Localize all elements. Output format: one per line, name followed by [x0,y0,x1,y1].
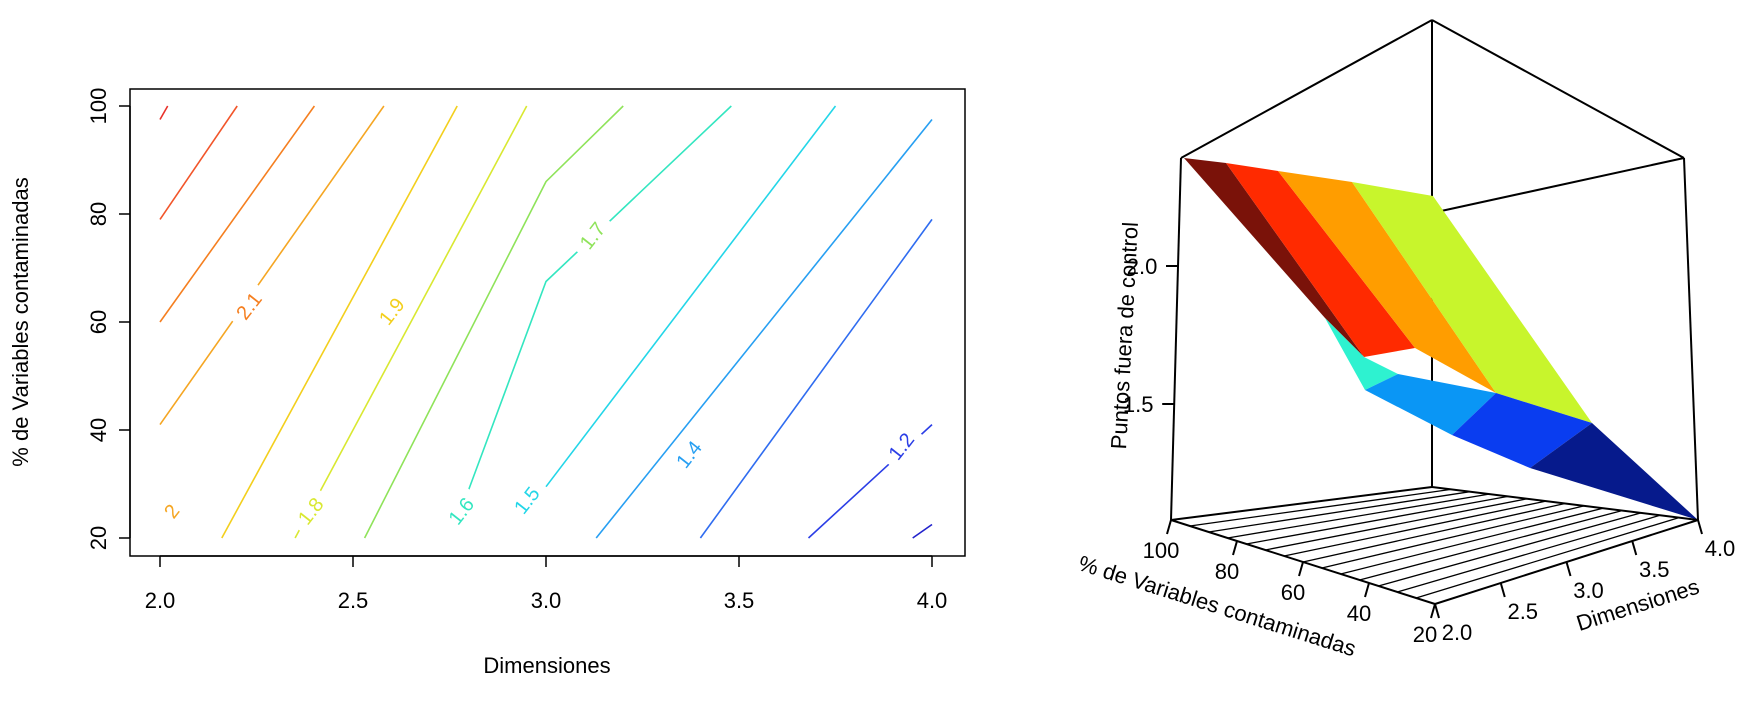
floor-grid-line [1359,509,1623,581]
floor-grid-line [1302,502,1566,563]
y-tick-label: 80 [86,202,111,226]
dimension-tick [1565,561,1572,577]
contour-line [159,105,169,120]
y-tick-label: 100 [86,88,111,125]
x-axis: 2.0 2.5 3.0 3.5 4.0 [145,555,948,613]
contour-line [595,118,933,539]
y-tick-label: 60 [86,310,111,334]
dimension-tick-label: 2.0 [1442,620,1473,645]
contour-label-gap [286,485,335,537]
dimension-tick [1434,603,1440,619]
floor-grid-line [1283,500,1547,557]
surface-bands [1184,158,1698,520]
contour-labels: 2.121.91.81.71.6 1.51.4 1.2 [147,210,925,537]
y-tick-label: 40 [86,418,111,442]
x-tick-label: 2.0 [145,588,176,613]
percent-tick-label: 100 [1143,538,1180,563]
surface-band [1530,423,1698,520]
contour-line [912,523,933,539]
contour-line [468,105,732,490]
contour-lines [159,105,933,539]
contour-line [159,105,316,323]
surface-band [1365,374,1496,435]
contour-label-gap [367,285,416,337]
floor-grid-line [1227,493,1490,539]
percent-tick-label: 80 [1215,559,1239,584]
z-axis: 1.5 2.0 [1123,254,1179,417]
z-tick-label: 1.5 [1123,392,1154,417]
dimension-tick [1631,540,1638,556]
contour-line [294,105,528,539]
x-tick-label: 3.0 [531,588,562,613]
contour-label-gap [224,280,273,332]
x-tick-label: 2.5 [338,588,369,613]
box-edge [1431,19,1685,159]
floor-grid-line [1265,498,1528,551]
floor-grid-line [1246,495,1509,545]
percent-tick-label: 60 [1281,580,1305,605]
surface-band [1278,171,1496,393]
floor-grid-line [1208,491,1471,533]
contour-label-gap [502,474,551,526]
x-tick-label: 3.5 [724,588,755,613]
floor-grid-line [1189,488,1452,527]
contour-line [545,105,837,488]
contour-chart: 2.121.91.81.71.6 1.51.4 1.2 2.0 2.5 3.0 3.5 4.… [8,88,966,678]
y-axis-label: % de Variables contaminadas [8,177,33,466]
percent-tick-label: 20 [1413,622,1437,647]
percent-tick [1166,519,1172,535]
percent-tick [1430,603,1436,619]
dimension-tick [1697,519,1703,535]
surface-band [1325,318,1398,390]
surface-band [1452,393,1592,468]
dimension-tick-label: 4.0 [1705,536,1736,561]
percent-axis: 100 80 60 40 20 [1143,519,1437,647]
floor-grid-line [1378,512,1642,587]
z-tick-label: 2.0 [1127,254,1158,279]
contour-line [699,218,933,539]
contour-label-gap [568,210,617,261]
contour-label-gap [665,428,713,480]
box-edge [1170,486,1433,521]
box-edge [1170,157,1182,521]
surface-3d-chart: 1.5 2.0 100 80 60 40 20 2.0 2.5 3.0 3.5 4.0 [1123,19,1736,647]
y-axis: 20 40 60 80 100 [86,88,131,550]
dimension-tick-label: 3.0 [1573,578,1604,603]
percent-tick-label: 40 [1347,601,1371,626]
x-axis-label: Dimensiones [483,653,610,678]
floor-grid-line [1415,516,1680,599]
surface-band [1352,182,1592,423]
box-edge [1180,19,1433,159]
dimension-tick-label: 2.5 [1507,599,1538,624]
contour-line [159,105,238,220]
box-edge [1683,157,1699,521]
floor-grid-line [1340,507,1604,575]
contour-label-gap [437,485,485,537]
dimension-axis: 2.0 2.5 3.0 3.5 4.0 [1434,519,1736,645]
floor-grid-line [1321,505,1585,569]
dimension-tick [1499,582,1506,598]
floor-grid-line [1397,514,1661,593]
x-tick-label: 4.0 [917,588,948,613]
percent-tick [1364,582,1370,598]
percent-tick [1298,561,1304,577]
dimension-tick-label: 3.5 [1639,557,1670,582]
y-tick-label: 20 [86,526,111,550]
box-edge [1431,157,1685,214]
surface-band [1226,163,1415,357]
box-edge [1431,486,1699,521]
contour-line [363,105,624,539]
contour-label-gap [877,420,925,472]
floor-grid [1189,488,1680,599]
percent-tick [1232,540,1238,556]
surface-band [1184,158,1364,357]
contour-line [159,105,385,426]
contour-line [221,105,458,539]
contour-label-gap [147,485,196,537]
